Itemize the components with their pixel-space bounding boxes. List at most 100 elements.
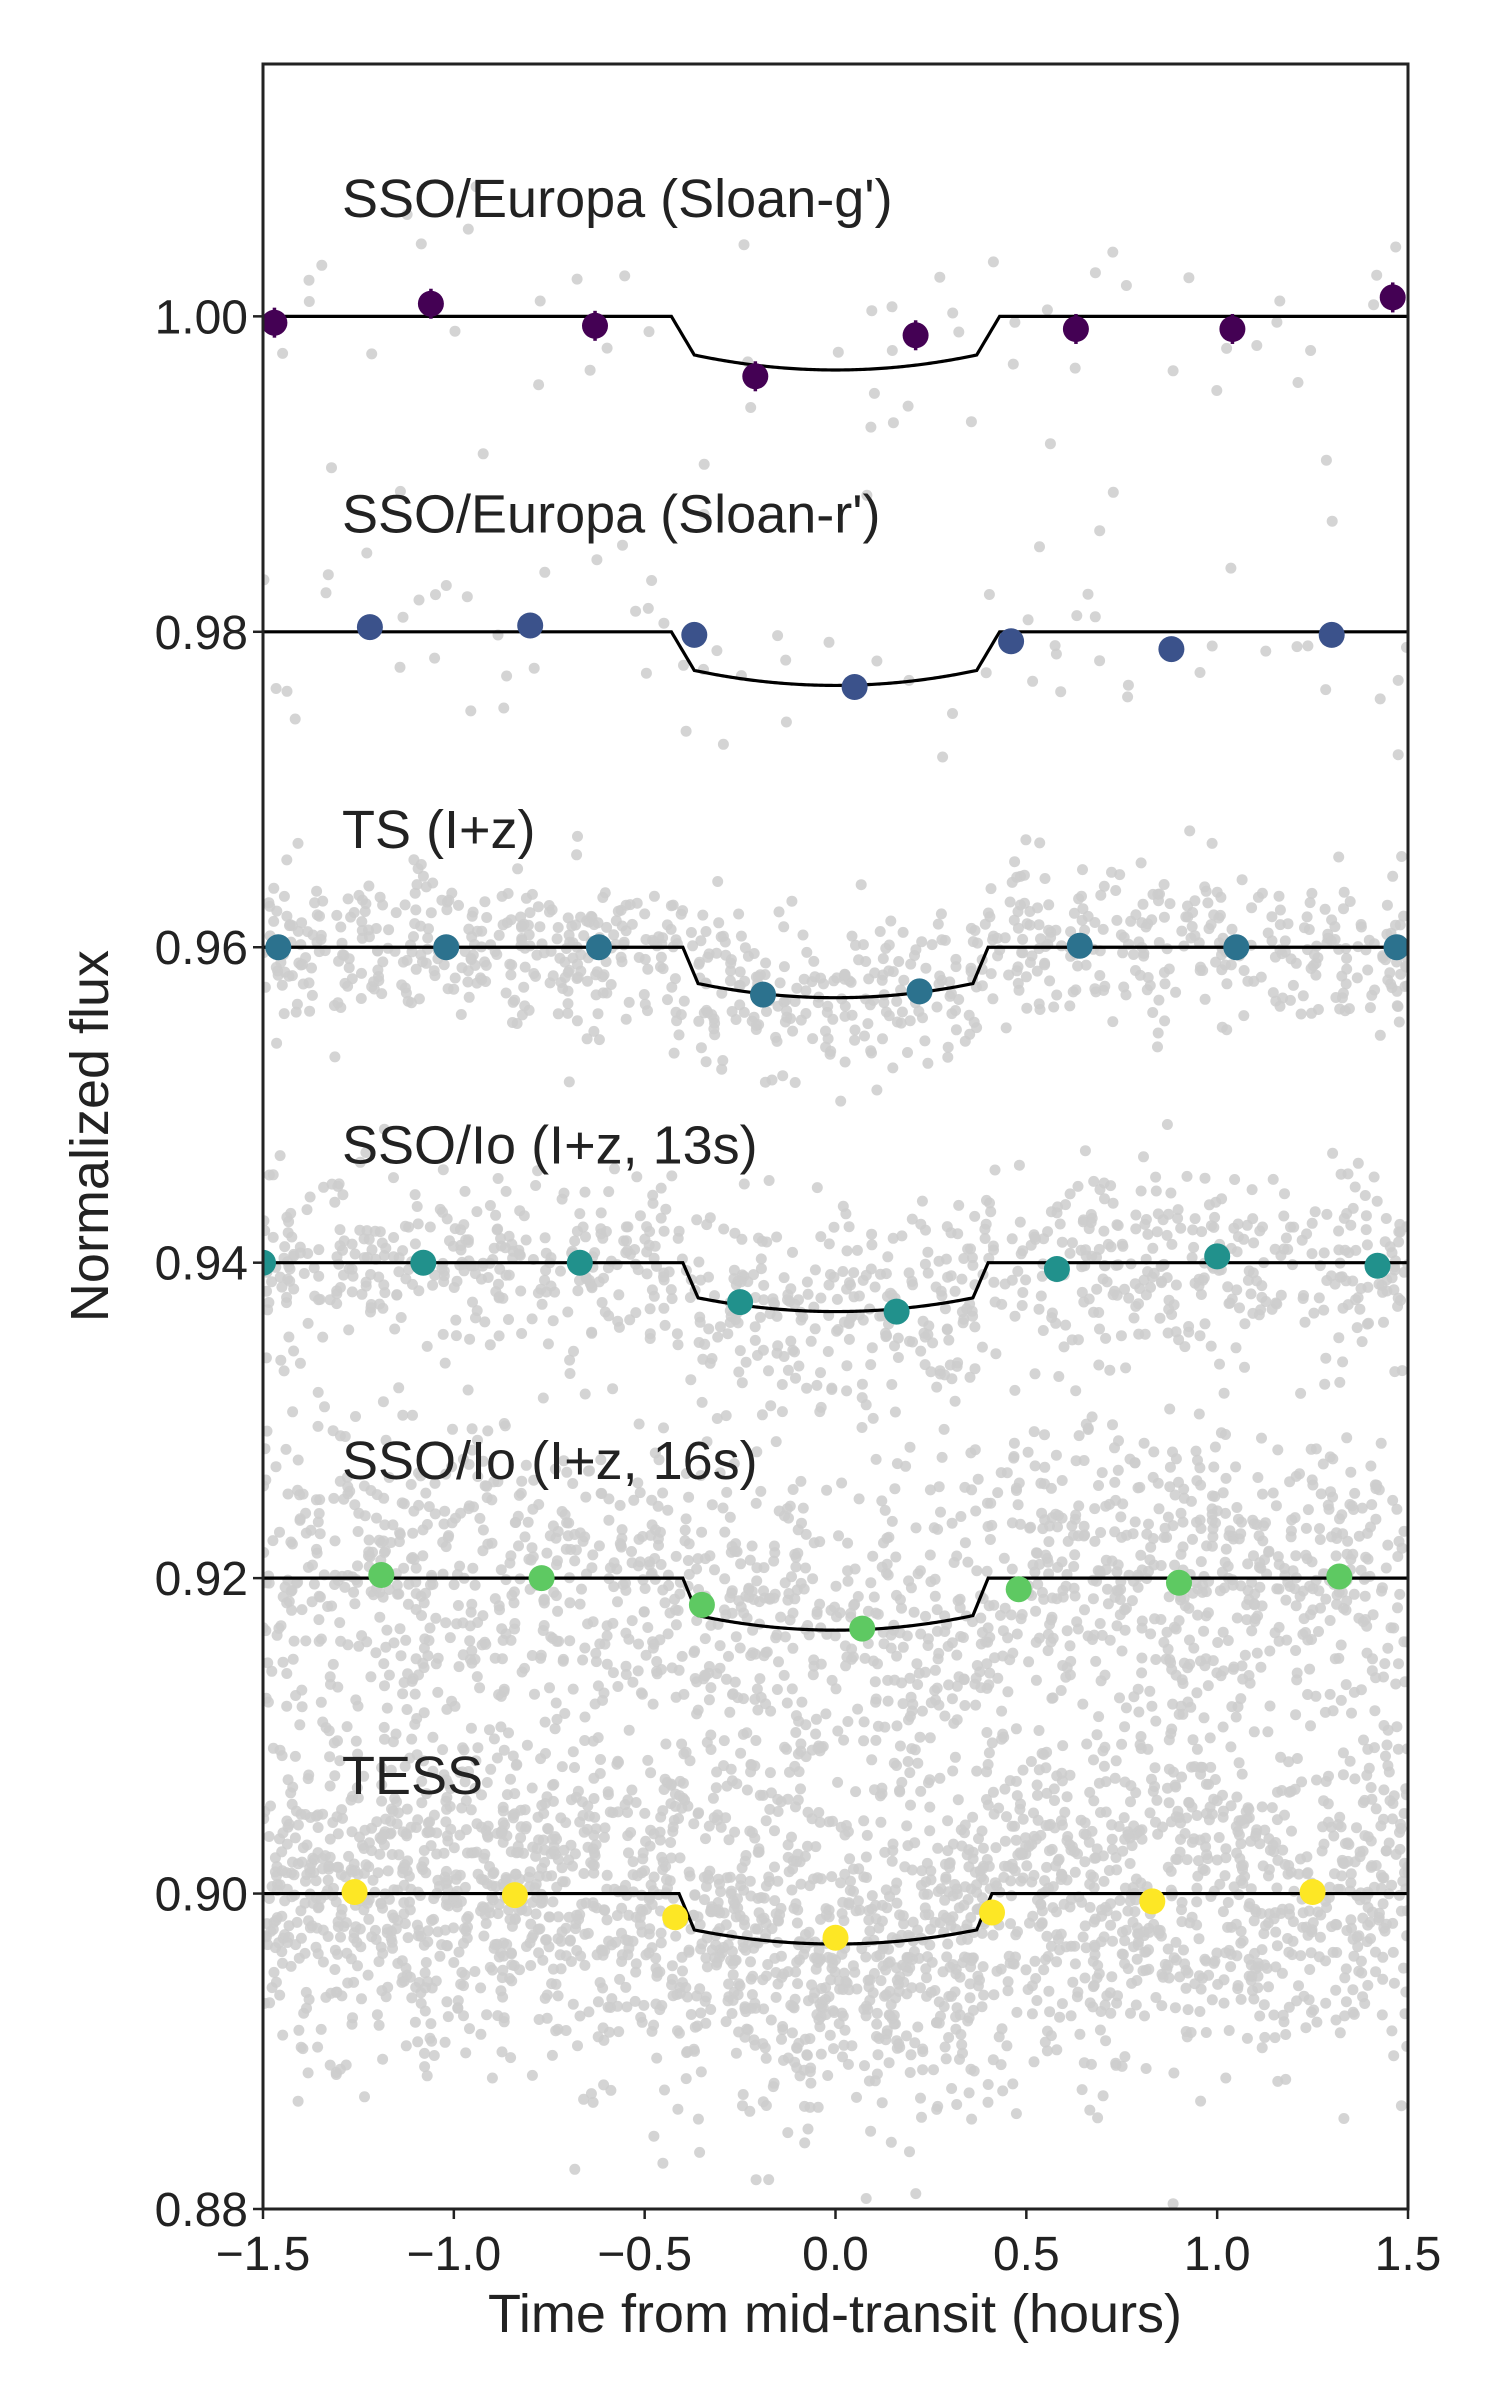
raw-point — [889, 1406, 901, 1418]
raw-point — [1071, 610, 1083, 622]
raw-point — [1323, 1770, 1334, 1782]
raw-point — [1158, 879, 1170, 890]
raw-point — [334, 1617, 346, 1629]
raw-point — [740, 1850, 752, 1861]
raw-point — [1301, 911, 1313, 923]
raw-point — [341, 1721, 353, 1733]
raw-point — [479, 956, 491, 968]
raw-point — [870, 1453, 882, 1465]
raw-point — [1398, 1525, 1408, 1537]
raw-point — [1111, 914, 1123, 926]
raw-point — [636, 1688, 648, 1700]
raw-point — [471, 977, 483, 989]
raw-point — [419, 1633, 431, 1645]
raw-point — [1006, 876, 1018, 888]
raw-point — [1208, 1793, 1220, 1805]
raw-point — [1389, 1264, 1401, 1276]
raw-point — [935, 908, 947, 920]
raw-point — [409, 1189, 421, 1201]
raw-point — [683, 1491, 695, 1503]
raw-point — [1144, 1554, 1156, 1566]
raw-point — [400, 1634, 412, 1646]
raw-point — [601, 1869, 613, 1881]
raw-point — [588, 1025, 600, 1037]
raw-point — [1028, 1869, 1040, 1881]
raw-point — [378, 1279, 390, 1291]
raw-point — [694, 956, 705, 968]
raw-point — [1217, 1487, 1229, 1499]
raw-point — [263, 1657, 274, 1669]
raw-point — [964, 1978, 976, 1990]
raw-point — [981, 1194, 992, 1206]
raw-point — [904, 1441, 916, 1453]
raw-point — [786, 1884, 798, 1896]
raw-point — [1005, 1875, 1017, 1887]
raw-point — [547, 1315, 559, 1327]
raw-point — [361, 547, 373, 559]
raw-point — [304, 1862, 316, 1874]
raw-point — [1107, 486, 1119, 498]
raw-point — [1191, 1687, 1203, 1699]
raw-point — [1394, 1588, 1406, 1600]
raw-point — [1387, 1946, 1399, 1958]
raw-point — [1015, 1248, 1027, 1260]
raw-point — [926, 939, 938, 951]
raw-point — [1246, 1625, 1258, 1637]
raw-point — [797, 929, 809, 941]
raw-point — [421, 1340, 433, 1352]
raw-point — [306, 962, 317, 974]
raw-point — [570, 919, 582, 931]
raw-point — [481, 1480, 493, 1492]
raw-point — [725, 957, 737, 969]
raw-point — [789, 1760, 801, 1772]
raw-point — [562, 998, 574, 1010]
raw-point — [457, 1453, 469, 1465]
raw-point — [754, 1673, 766, 1685]
raw-point — [653, 1539, 664, 1551]
raw-point — [400, 2040, 412, 2052]
raw-point — [756, 1409, 768, 1421]
raw-point — [1107, 246, 1119, 258]
raw-point — [858, 1815, 870, 1827]
raw-point — [1077, 864, 1088, 876]
raw-point — [646, 1494, 658, 1506]
raw-point — [789, 996, 801, 1007]
raw-point — [896, 1602, 907, 1614]
raw-point — [924, 1732, 936, 1744]
raw-point — [666, 1662, 678, 1674]
raw-point — [551, 933, 563, 945]
raw-point — [1105, 1919, 1117, 1931]
raw-point — [1067, 1976, 1079, 1988]
raw-point — [1378, 1316, 1389, 1328]
raw-point — [1088, 1795, 1100, 1807]
raw-point — [902, 1965, 914, 1977]
raw-point — [1037, 1523, 1049, 1535]
raw-point — [1061, 1791, 1073, 1803]
raw-point — [1090, 1655, 1102, 1667]
raw-point — [772, 1340, 784, 1352]
raw-point — [649, 1240, 661, 1252]
raw-point — [1122, 679, 1134, 691]
raw-point — [1034, 541, 1045, 553]
raw-point — [1379, 1236, 1391, 1248]
raw-point — [410, 904, 422, 916]
raw-point — [503, 1314, 514, 1325]
raw-point — [268, 1966, 280, 1978]
raw-point — [1119, 1776, 1131, 1788]
raw-point — [1044, 438, 1056, 450]
raw-point — [1158, 1532, 1170, 1543]
raw-point — [1116, 1645, 1128, 1657]
raw-point — [540, 1934, 552, 1945]
raw-point — [1199, 1318, 1211, 1330]
raw-point — [643, 1556, 655, 1568]
raw-point — [1366, 1665, 1378, 1677]
raw-point — [969, 1444, 981, 1456]
raw-point — [894, 1594, 906, 1606]
raw-point — [779, 1631, 791, 1643]
raw-point — [1050, 648, 1062, 660]
raw-point — [346, 1238, 358, 1250]
raw-point — [353, 1640, 365, 1652]
raw-point — [296, 1701, 308, 1713]
raw-point — [1388, 2050, 1400, 2062]
raw-point — [1138, 1437, 1150, 1449]
